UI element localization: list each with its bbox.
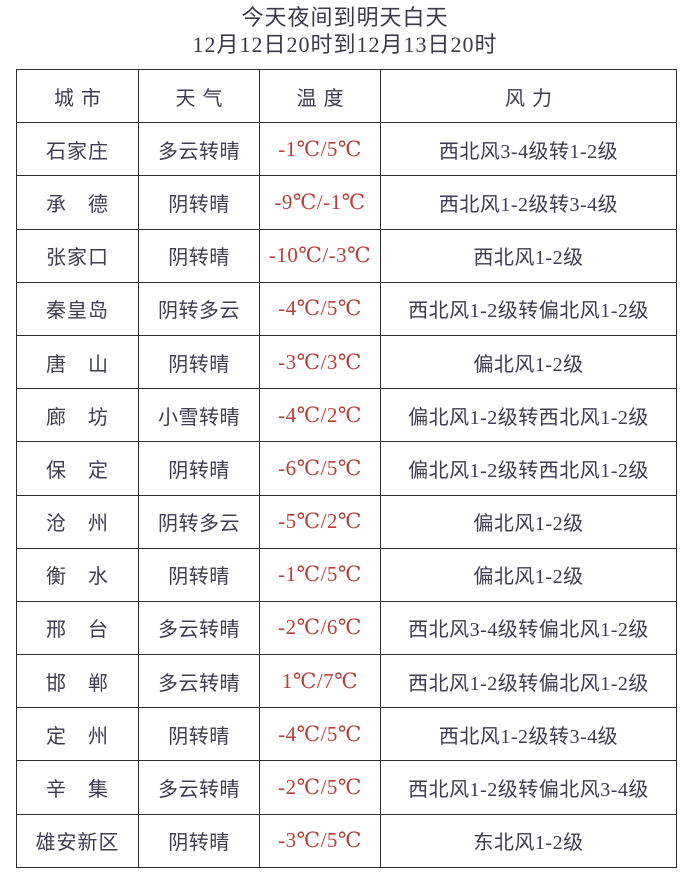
- temperature-cell: -4℃/2℃: [259, 388, 381, 443]
- wind-cell: 东北风1-2级: [380, 813, 677, 868]
- page-title: 今天夜间到明天白天: [241, 5, 449, 30]
- city-cell: 张家口: [16, 228, 139, 283]
- table-row: 保 定 阴转晴 -6℃/5℃ 偏北风1-2级转西北风1-2级: [16, 441, 677, 496]
- wind-cell: 西北风3-4级转偏北风1-2级: [380, 600, 677, 656]
- temperature-cell: -4℃/5℃: [259, 281, 381, 336]
- table-row: 辛 集 多云转晴 -2℃/5℃ 西北风1-2级转偏北风3-4级: [16, 760, 677, 815]
- weather-cell: 多云转晴: [138, 760, 260, 815]
- city-cell: 雄安新区: [16, 813, 139, 868]
- weather-cell: 阴转晴: [138, 813, 260, 868]
- city-cell: 秦皇岛: [16, 281, 139, 336]
- wind-cell: 西北风1-2级转3-4级: [380, 175, 677, 230]
- weather-cell: 多云转晴: [138, 122, 260, 177]
- table-row: 石家庄 多云转晴 -1℃/5℃ 西北风3-4级转1-2级: [16, 122, 677, 177]
- table-row: 邢 台 多云转晴 -2℃/6℃ 西北风3-4级转偏北风1-2级: [16, 600, 677, 656]
- weather-cell: 阴转晴: [138, 228, 260, 283]
- table-header-row: 城市 天气 温度 风力: [16, 68, 677, 124]
- wind-cell: 偏北风1-2级: [380, 334, 677, 390]
- weather-cell: 多云转晴: [138, 600, 260, 656]
- temperature-cell: 1℃/7℃: [259, 654, 381, 709]
- temperature-cell: -3℃/3℃: [259, 334, 381, 390]
- city-cell: 邢 台: [16, 600, 139, 656]
- wind-cell: 西北风1-2级转偏北风1-2级: [380, 654, 677, 709]
- weather-forecast-table: 城市 天气 温度 风力 石家庄 多云转晴 -1℃/5℃ 西北风3-4级转1-2级…: [16, 68, 677, 868]
- temperature-cell: -3℃/5℃: [259, 813, 381, 868]
- page-subtitle: 12月12日20时到12月13日20时: [192, 32, 498, 57]
- temperature-cell: -2℃/6℃: [259, 600, 381, 656]
- weather-cell: 阴转晴: [138, 707, 260, 762]
- weather-cell: 阴转多云: [138, 494, 260, 549]
- table-row: 雄安新区 阴转晴 -3℃/5℃ 东北风1-2级: [16, 813, 677, 868]
- wind-cell: 西北风1-2级转偏北风3-4级: [380, 760, 677, 815]
- city-cell: 石家庄: [16, 122, 139, 177]
- header-city: 城市: [16, 68, 139, 124]
- weather-cell: 阴转晴: [138, 175, 260, 230]
- temperature-cell: -5℃/2℃: [259, 494, 381, 549]
- weather-cell: 多云转晴: [138, 654, 260, 709]
- wind-cell: 西北风1-2级转3-4级: [380, 707, 677, 762]
- city-cell: 辛 集: [16, 760, 139, 815]
- header-temperature: 温度: [259, 68, 381, 124]
- table-row: 张家口 阴转晴 -10℃/-3℃ 西北风1-2级: [16, 228, 677, 283]
- temperature-cell: -6℃/5℃: [259, 441, 381, 496]
- city-cell: 承 德: [16, 175, 139, 230]
- table-row: 唐 山 阴转晴 -3℃/3℃ 偏北风1-2级: [16, 334, 677, 390]
- title-block: 今天夜间到明天白天 12月12日20时到12月13日20时: [0, 0, 690, 58]
- header-weather: 天气: [138, 68, 260, 124]
- temperature-cell: -1℃/5℃: [259, 547, 381, 602]
- city-cell: 沧 州: [16, 494, 139, 549]
- temperature-cell: -2℃/5℃: [259, 760, 381, 815]
- table-row: 衡 水 阴转晴 -1℃/5℃ 偏北风1-2级: [16, 547, 677, 602]
- wind-cell: 偏北风1-2级转西北风1-2级: [380, 388, 677, 443]
- wind-cell: 偏北风1-2级: [380, 547, 677, 602]
- wind-cell: 西北风1-2级: [380, 228, 677, 283]
- city-cell: 唐 山: [16, 334, 139, 390]
- table-row: 定 州 阴转晴 -4℃/5℃ 西北风1-2级转3-4级: [16, 707, 677, 762]
- temperature-cell: -10℃/-3℃: [259, 228, 381, 283]
- weather-cell: 小雪转晴: [138, 388, 260, 443]
- city-cell: 保 定: [16, 441, 139, 496]
- weather-cell: 阴转晴: [138, 547, 260, 602]
- weather-cell: 阴转多云: [138, 281, 260, 336]
- table-row: 承 德 阴转晴 -9℃/-1℃ 西北风1-2级转3-4级: [16, 175, 677, 230]
- weather-cell: 阴转晴: [138, 334, 260, 390]
- wind-cell: 西北风1-2级转偏北风1-2级: [380, 281, 677, 336]
- table-row: 邯 郸 多云转晴 1℃/7℃ 西北风1-2级转偏北风1-2级: [16, 654, 677, 709]
- temperature-cell: -1℃/5℃: [259, 122, 381, 177]
- city-cell: 定 州: [16, 707, 139, 762]
- table-row: 秦皇岛 阴转多云 -4℃/5℃ 西北风1-2级转偏北风1-2级: [16, 281, 677, 336]
- wind-cell: 偏北风1-2级: [380, 494, 677, 549]
- table-row: 沧 州 阴转多云 -5℃/2℃ 偏北风1-2级: [16, 494, 677, 549]
- weather-cell: 阴转晴: [138, 441, 260, 496]
- wind-cell: 西北风3-4级转1-2级: [380, 122, 677, 177]
- city-cell: 廊 坊: [16, 388, 139, 443]
- table-row: 廊 坊 小雪转晴 -4℃/2℃ 偏北风1-2级转西北风1-2级: [16, 388, 677, 443]
- city-cell: 衡 水: [16, 547, 139, 602]
- city-cell: 邯 郸: [16, 654, 139, 709]
- temperature-cell: -9℃/-1℃: [259, 175, 381, 230]
- header-wind: 风力: [380, 68, 677, 124]
- wind-cell: 偏北风1-2级转西北风1-2级: [380, 441, 677, 496]
- temperature-cell: -4℃/5℃: [259, 707, 381, 762]
